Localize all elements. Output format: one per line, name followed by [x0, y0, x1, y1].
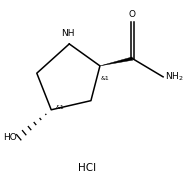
Text: NH$_2$: NH$_2$ — [165, 71, 184, 83]
Text: HO: HO — [3, 133, 17, 142]
Text: HCl: HCl — [78, 163, 96, 173]
Polygon shape — [100, 57, 133, 66]
Text: &1: &1 — [56, 105, 65, 111]
Text: O: O — [129, 10, 136, 19]
Text: &1: &1 — [101, 76, 110, 81]
Text: NH: NH — [61, 29, 74, 38]
